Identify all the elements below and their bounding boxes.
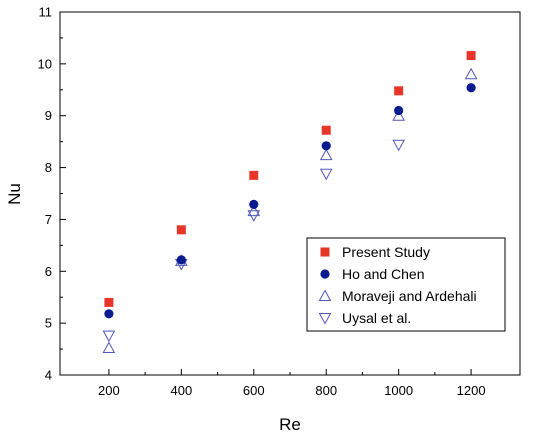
data-point — [319, 148, 333, 161]
legend-marker — [318, 289, 332, 301]
data-point — [392, 109, 406, 121]
data-points — [102, 51, 478, 354]
legend: Present Study Ho and Chen Moraveji and Ard… — [306, 237, 506, 332]
legend-box — [306, 237, 506, 332]
data-point — [247, 204, 261, 217]
x-axis-title: Re — [279, 415, 301, 434]
data-point — [321, 141, 331, 151]
y-axis: 4 5 6 7 8 9 10 11 — [38, 5, 66, 383]
data-point — [249, 170, 259, 180]
x-tick-label: 600 — [243, 383, 265, 398]
legend-marker — [320, 269, 330, 279]
legend-marker — [320, 247, 330, 257]
data-point — [466, 83, 476, 93]
x-tick-label: 1000 — [384, 383, 413, 398]
x-tick-label: 400 — [170, 383, 192, 398]
y-tick-label: 7 — [45, 212, 52, 227]
legend-label: Moraveji and Ardehali — [342, 288, 477, 304]
data-point — [102, 330, 116, 343]
legend-marker — [318, 313, 332, 325]
data-point — [394, 105, 404, 116]
data-point — [321, 125, 331, 135]
data-point — [104, 309, 114, 319]
y-tick-label: 6 — [45, 264, 52, 279]
legend-label: Present Study — [342, 244, 430, 260]
y-tick-label: 4 — [45, 368, 52, 383]
y-tick-label: 9 — [45, 108, 52, 123]
data-point — [249, 199, 259, 209]
y-tick-label: 11 — [39, 5, 53, 20]
data-point — [176, 225, 186, 235]
x-tick-label: 200 — [98, 383, 120, 398]
data-point — [176, 255, 186, 265]
x-axis: 200 400 600 800 1000 1200 — [98, 369, 486, 398]
data-point — [464, 67, 478, 80]
y-axis-title: Nu — [5, 183, 24, 205]
legend-label: Uysal et al. — [342, 310, 411, 326]
y-tick-label: 10 — [38, 56, 52, 71]
data-point — [104, 297, 114, 307]
data-point — [392, 139, 406, 152]
data-point — [466, 51, 476, 61]
x-tick-label: 1200 — [457, 383, 486, 398]
data-point — [102, 341, 116, 354]
y-tick-label: 8 — [45, 160, 52, 175]
legend-label: Ho and Chen — [342, 266, 425, 282]
x-tick-label: 800 — [315, 383, 337, 398]
y-tick-label: 5 — [45, 316, 52, 331]
data-point — [319, 168, 333, 181]
data-point — [394, 86, 404, 96]
